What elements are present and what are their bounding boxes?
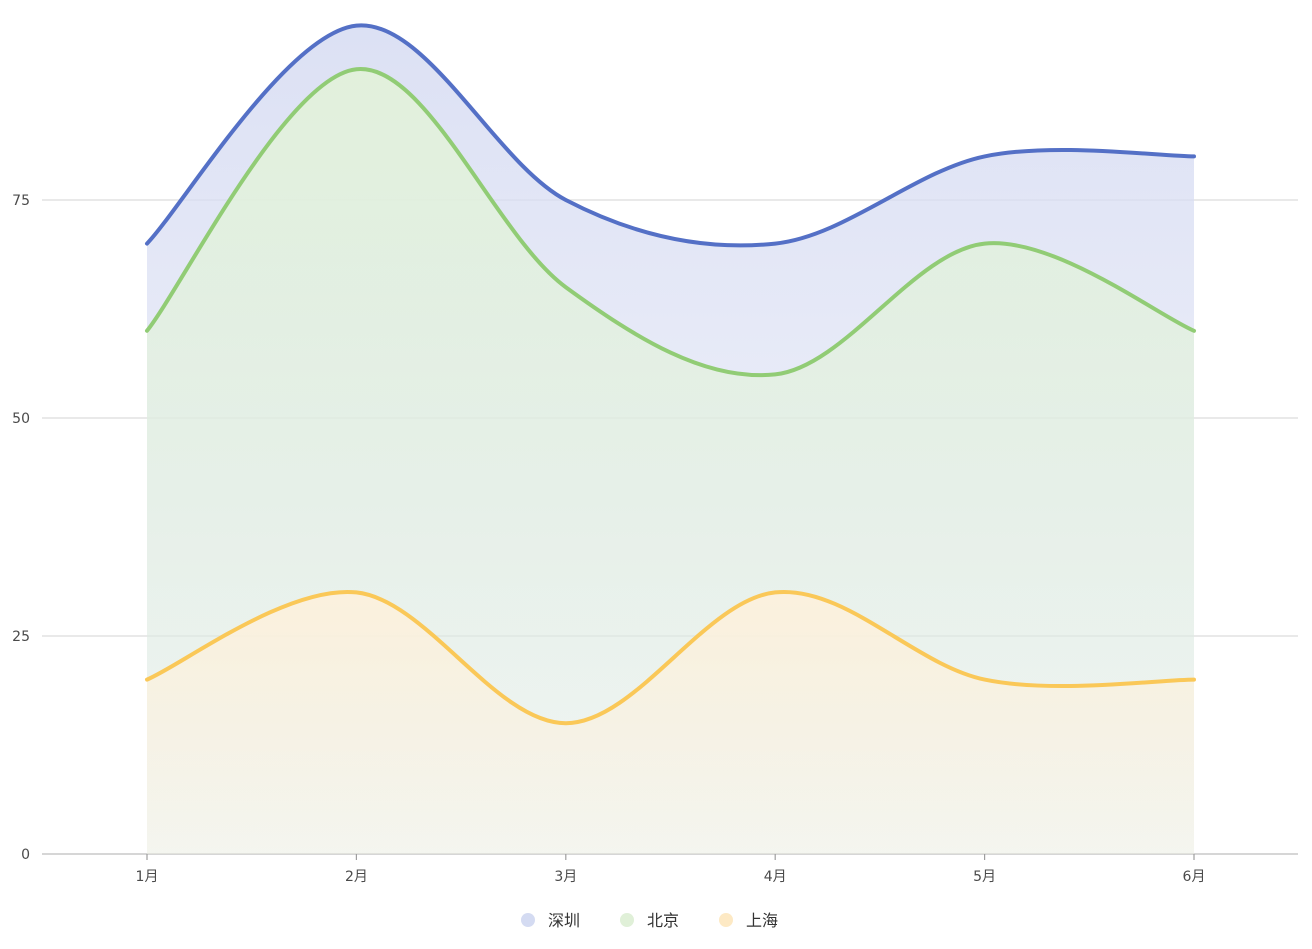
legend-dot — [719, 913, 733, 927]
legend-dot — [620, 913, 634, 927]
y-tick-label: 0 — [21, 847, 30, 863]
legend-dot — [521, 913, 535, 927]
legend-label: 北京 — [647, 911, 679, 930]
x-tick-label: 2月 — [345, 869, 368, 885]
x-tick-label: 4月 — [764, 869, 787, 885]
y-tick-label: 25 — [12, 629, 30, 645]
legend-label: 深圳 — [548, 911, 580, 930]
legend: 深圳 北京 上海 — [521, 911, 778, 930]
legend-item-0[interactable]: 深圳 — [521, 911, 580, 930]
x-tick-label: 3月 — [554, 869, 577, 885]
legend-label: 上海 — [746, 911, 778, 930]
legend-item-2[interactable]: 上海 — [719, 911, 778, 930]
y-tick-label: 50 — [12, 411, 30, 427]
x-tick-label: 5月 — [973, 869, 996, 885]
x-tick-label: 1月 — [136, 869, 159, 885]
y-tick-label: 75 — [12, 193, 30, 209]
x-tick-label: 6月 — [1183, 869, 1206, 885]
legend-item-1[interactable]: 北京 — [620, 911, 679, 930]
